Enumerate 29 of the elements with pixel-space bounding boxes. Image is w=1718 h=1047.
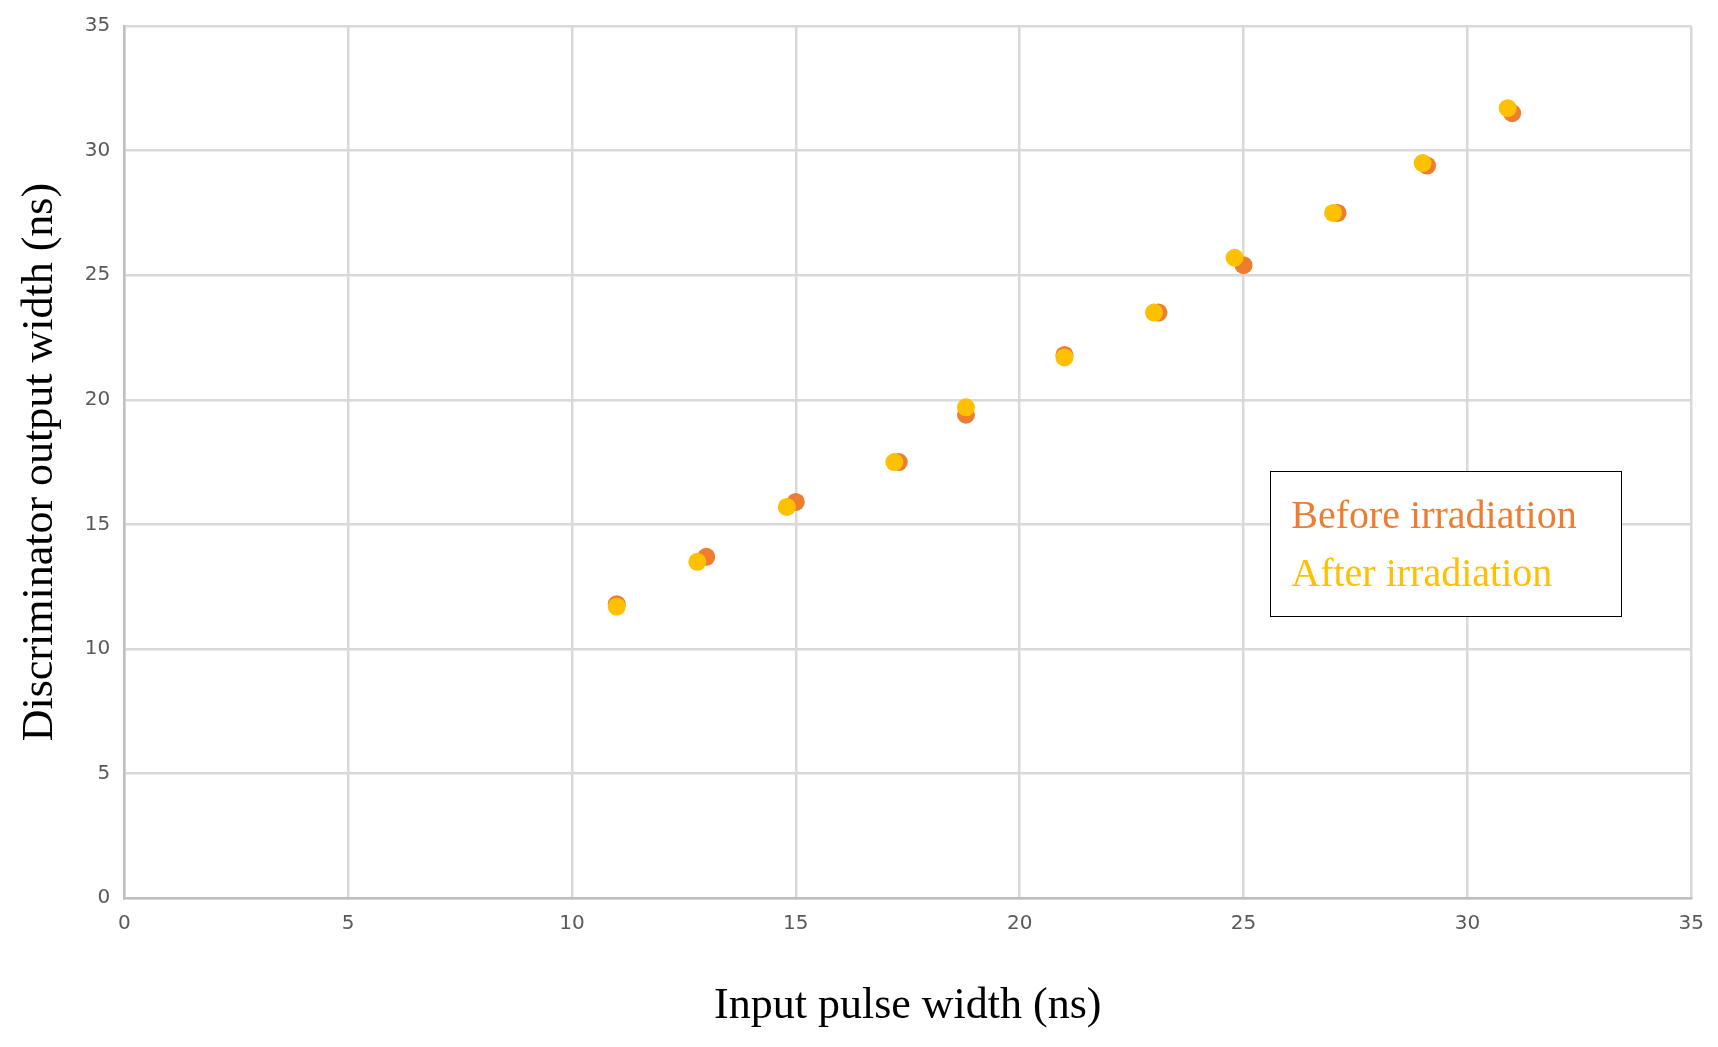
x-axis-title: Input pulse width (ns) — [714, 979, 1102, 1029]
point — [1324, 203, 1343, 222]
point — [1413, 154, 1432, 173]
point — [885, 453, 904, 472]
y-tick-label: 15 — [84, 510, 111, 535]
y-tick-label: 0 — [97, 884, 111, 909]
x-tick-label: 0 — [117, 910, 131, 935]
text: After irradiation — [1291, 548, 1554, 597]
x-tick-label: 25 — [1230, 910, 1257, 935]
x-tick-label: 35 — [1678, 910, 1704, 935]
point — [1225, 248, 1244, 267]
y-tick-label: 5 — [97, 759, 111, 784]
point — [1498, 99, 1517, 118]
text: Before irradiation — [1291, 490, 1577, 539]
point — [956, 398, 975, 417]
x-tick-label: 20 — [1006, 910, 1033, 935]
y-tick-label: 20 — [84, 386, 111, 410]
y-tick-label: 10 — [84, 635, 111, 660]
x-tick-label: 10 — [559, 910, 585, 935]
y-axis-title: Discriminator output width (ns) — [12, 182, 62, 742]
x-tick-label: 30 — [1454, 910, 1481, 935]
y-tick-label: 35 — [84, 12, 111, 37]
x-tick-label: 15 — [783, 910, 809, 935]
x-tick-label: 5 — [341, 910, 355, 935]
y-tick-label: 25 — [84, 261, 111, 286]
point — [1145, 303, 1164, 322]
point — [777, 497, 796, 516]
y-tick-label: 30 — [84, 136, 111, 161]
point — [688, 552, 707, 571]
